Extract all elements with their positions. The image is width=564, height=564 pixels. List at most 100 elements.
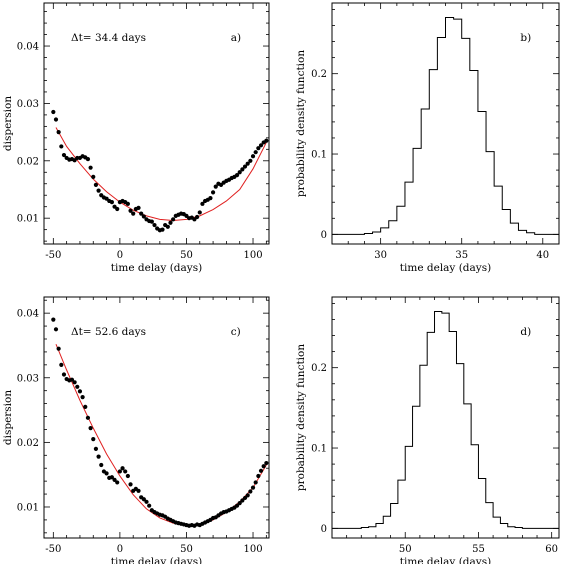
data-point [152,222,157,228]
data-point [91,437,96,442]
data-point [144,499,149,504]
y-tick-label: 0.02 [17,438,39,449]
data-point [61,372,67,377]
data-point [99,462,104,468]
x-tick-label: 60 [545,544,558,555]
data-point [56,130,61,135]
data-point [234,173,240,178]
plot-frame [331,296,560,539]
y-tick-label: 0.02 [17,156,39,167]
data-point [85,415,91,420]
plot-frame [43,296,270,539]
panel-label: c) [231,326,241,338]
data-point [147,503,152,508]
y-axis-title: probability density function [295,50,307,197]
data-point [51,317,56,322]
data-point [248,489,253,494]
data-point [53,327,59,332]
data-point [72,380,77,385]
data-point [104,471,109,476]
data-point [168,220,173,225]
y-tick-label: 0 [321,230,327,241]
data-point [171,217,176,222]
data-point [264,138,269,143]
x-tick-label: 55 [472,544,485,555]
panel-a: -50 0 50 100 0.01 0.02 0.03 0.04 time delay (day… [2,2,270,274]
x-tick-label: 0 [117,250,123,261]
y-tick-label: 0.2 [311,69,327,80]
data-point [213,184,218,189]
y-axis-title: probability density function [295,344,307,491]
data-point [250,485,256,490]
data-point [256,146,261,151]
data-point [115,480,120,485]
x-tick-label: 100 [243,250,262,261]
data-point [125,473,130,479]
data-point [88,165,93,170]
data-point [253,150,258,155]
x-tick-label: 50 [180,544,193,555]
x-tick-label: 100 [243,544,262,555]
data-point [250,154,256,159]
x-axis-title: time delay (days) [400,262,491,274]
data-point [120,466,125,471]
data-point [117,469,122,474]
x-axis-title: time delay (days) [111,556,202,564]
data-point [200,201,205,206]
y-tick-label: 0.03 [17,99,39,110]
x-tick-label: 40 [536,250,549,261]
data-point [141,214,146,219]
data-point [149,219,154,224]
panel-label: a) [231,32,241,44]
panel-b: 30 35 40 0 0.1 0.2 time delay (days) probabilit… [295,2,560,274]
fit-curve [55,343,267,527]
delay-annotation: Δt= 52.6 days [71,326,146,338]
data-point [80,395,85,400]
data-point [245,161,250,166]
data-point [56,346,61,351]
panel-c: -50 0 50 100 0.01 0.02 0.03 0.04 time delay (day… [2,296,270,564]
data-point [77,389,83,394]
panel-d: 50 55 60 0 0.1 0.2 time delay (days) probabilit… [295,296,560,564]
data-point [69,377,75,382]
data-point [109,475,114,480]
data-point [128,208,133,213]
y-tick-label: 0.1 [311,444,327,455]
data-point [85,156,91,162]
data-point [128,482,133,487]
data-point [61,152,67,158]
x-tick-label: 35 [455,250,468,261]
data-point [109,200,114,205]
delay-annotation: Δt= 34.4 days [71,32,146,44]
data-point [75,384,80,389]
pdf-histogram [332,16,559,235]
data-point [248,158,253,163]
data-point [83,404,88,409]
data-point [208,196,213,201]
x-axis-title: time delay (days) [400,556,491,564]
data-point [242,164,248,169]
x-tick-label: -50 [45,250,61,261]
data-point [160,227,165,232]
data-point [195,214,200,220]
data-point [51,109,56,115]
x-tick-label: 30 [374,250,387,261]
data-point [237,170,242,175]
data-point [197,210,202,215]
data-point [59,362,64,367]
pdf-histogram [332,310,559,529]
data-point [210,190,216,195]
y-tick-label: 0.1 [311,150,327,161]
data-point [165,224,170,229]
data-point [96,454,101,459]
data-point [125,201,130,206]
x-tick-label: 50 [399,544,412,555]
y-tick-label: 0.2 [311,363,327,374]
y-axis-title: dispersion [2,96,14,151]
y-tick-label: 0.04 [17,309,39,320]
data-point [240,167,245,172]
data-point [115,206,120,212]
y-tick-label: 0 [321,524,327,535]
data-point [234,503,240,508]
